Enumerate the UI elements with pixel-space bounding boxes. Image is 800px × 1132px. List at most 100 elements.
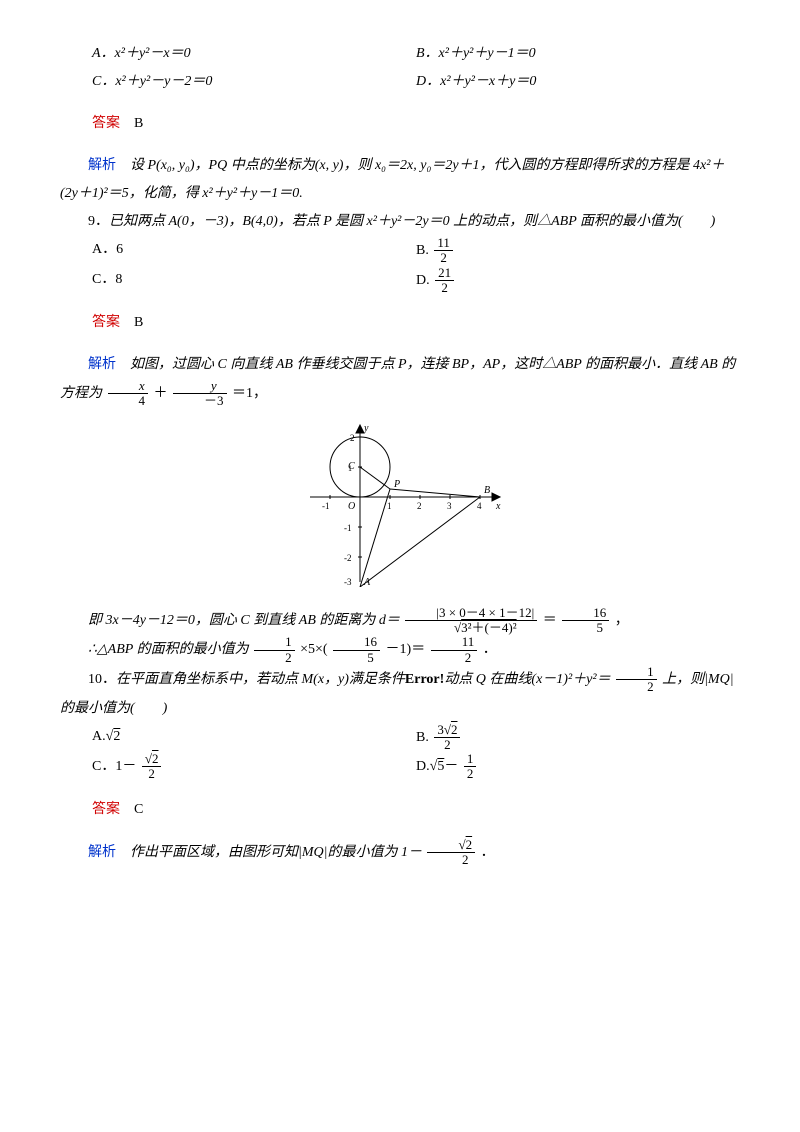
q9-opt-d: D. 212 xyxy=(416,266,740,296)
q10-answer-line: 答案 C xyxy=(92,796,740,824)
q9-opt-c: C．8 xyxy=(92,266,416,296)
q10-error-text: Error! xyxy=(405,672,444,687)
svg-text:3: 3 xyxy=(447,501,452,511)
q10-opt-d-prefix: D. xyxy=(416,759,430,774)
frac-num: 1 xyxy=(616,665,657,680)
analysis-label: 解析 xyxy=(88,357,116,372)
opt-b-text: B．x²＋y²＋y－1＝0 xyxy=(416,46,536,61)
eq-text: ＝1， xyxy=(232,386,267,401)
frac-16-5: 165 xyxy=(333,635,380,665)
frac-den: 2 xyxy=(616,680,657,694)
answer-label: 答案 xyxy=(92,802,120,817)
frac-den: 2 xyxy=(254,651,295,665)
svg-text:-3: -3 xyxy=(344,577,352,587)
q10-analysis-text: 作出平面区域，由图形可知|MQ|的最小值为 1－ xyxy=(130,845,422,860)
svg-text:y: y xyxy=(363,423,369,434)
sqrt-body: 3²＋(－4)² xyxy=(461,620,516,635)
frac-num: 16 xyxy=(562,606,609,621)
frac-y-3: y－3 xyxy=(173,379,227,409)
svg-text:1: 1 xyxy=(387,501,392,511)
answer-label: 答案 xyxy=(92,315,120,330)
frac-den: 5 xyxy=(333,651,380,665)
answer-label: 答案 xyxy=(92,116,120,131)
opt-c: C．x²＋y²－y－2＝0 xyxy=(92,68,416,96)
q10-stem-b: 动点 Q 在曲线(x－1)²＋y²＝ xyxy=(444,672,610,687)
prev-answer-line: 答案 B xyxy=(92,110,740,138)
opt-d: D．x²＋y²－x＋y＝0 xyxy=(416,68,740,96)
q9-opt-a: A．6 xyxy=(92,236,416,266)
q9-stem: 9．已知两点 A(0，－3)，B(4,0)，若点 P 是圆 x²＋y²－2y＝0… xyxy=(60,208,740,236)
frac-11-2: 112 xyxy=(431,635,478,665)
q9-p3-text: ∴△ABP 的面积的最小值为 xyxy=(88,642,249,657)
period: ． xyxy=(483,642,497,657)
q9-figure-svg: y x O C P B A 1 2 3 4 -1 1 2 -1 -2 -3 xyxy=(290,417,510,587)
q9-analysis-p3: ∴△ABP 的面积的最小值为 12 ×5×( 165 －1)＝ 112 ． xyxy=(60,635,740,665)
svg-text:-2: -2 xyxy=(344,553,352,563)
period: ． xyxy=(481,845,495,860)
q9-opt-a-text: A．6 xyxy=(92,242,123,257)
q10-opt-c-frac: √2 2 xyxy=(142,752,162,782)
q10-opt-b-frac: 3√2 2 xyxy=(434,723,460,753)
sqrt-body: 2 xyxy=(466,837,473,852)
q9-dist-frac: |3 × 0－4 × 1－12| √3²＋(－4)² xyxy=(405,606,537,636)
opt-a-text: A．x²＋y²－x＝0 xyxy=(92,46,191,61)
opt-d-text: D．x²＋y²－x＋y＝0 xyxy=(416,74,536,89)
frac-num: 11 xyxy=(434,236,453,251)
prev-analysis-line: 解析 设 P(x₀, y₀)，PQ 中点的坐标为(x, y)，则 x₀＝2x, … xyxy=(60,152,740,208)
frac-num: 16 xyxy=(333,635,380,650)
opt-b: B．x²＋y²＋y－1＝0 xyxy=(416,40,740,68)
q10-opt-b-prefix: B. xyxy=(416,730,429,745)
prev-answer: B xyxy=(134,116,143,131)
frac-den: 5 xyxy=(562,621,609,635)
times5-text: ×5×( xyxy=(300,642,327,657)
frac-den: 2 xyxy=(142,767,162,781)
q10-stem: 10．在平面直角坐标系中，若动点 M(x，y)满足条件Error!动点 Q 在曲… xyxy=(60,665,740,723)
svg-text:-1: -1 xyxy=(344,523,352,533)
q10-analysis: 解析 作出平面区域，由图形可知|MQ|的最小值为 1－ √2 2 ． xyxy=(60,838,740,868)
frac-den: 4 xyxy=(108,394,149,408)
minus: － xyxy=(444,759,458,774)
opt-c-text: C．x²＋y²－y－2＝0 xyxy=(92,74,212,89)
frac-den: 2 xyxy=(434,251,453,265)
q9-analysis-p2: 即 3x－4y－12＝0，圆心 C 到直线 AB 的距离为 d＝ |3 × 0－… xyxy=(60,606,740,636)
frac-den: √3²＋(－4)² xyxy=(405,621,537,635)
q10-opt-c: C．1－ √2 2 xyxy=(92,752,416,782)
sqrt-body: 2 xyxy=(152,751,159,766)
q9-opt-d-frac: 212 xyxy=(435,266,454,296)
frac-num: 21 xyxy=(435,266,454,281)
q9-figure: y x O C P B A 1 2 3 4 -1 1 2 -1 -2 -3 xyxy=(60,417,740,598)
svg-text:-1: -1 xyxy=(322,501,330,511)
q9-number: 9． xyxy=(88,214,109,229)
frac-num: y xyxy=(173,379,227,394)
q10-opt-c-prefix: C．1－ xyxy=(92,759,136,774)
prev-analysis-text: 设 P(x₀, y₀)，PQ 中点的坐标为(x, y)，则 x₀＝2x, y₀＝… xyxy=(60,158,724,201)
q9-opt-b: B. 112 xyxy=(416,236,740,266)
q10-stem-a: 在平面直角坐标系中，若动点 M(x，y)满足条件 xyxy=(116,672,405,687)
comma: ， xyxy=(615,613,629,628)
plus-sign: ＋ xyxy=(154,386,168,401)
frac-num: 11 xyxy=(431,635,478,650)
frac-num: x xyxy=(108,379,149,394)
analysis-label: 解析 xyxy=(88,845,116,860)
frac-num: √2 xyxy=(427,838,475,853)
frac-den: 2 xyxy=(427,853,475,867)
analysis-label: 解析 xyxy=(88,158,116,173)
svg-text:P: P xyxy=(393,479,400,490)
q10-number: 10． xyxy=(88,672,116,687)
q10-opt-a: A.√2 xyxy=(92,723,416,753)
frac-den: 2 xyxy=(435,281,454,295)
prev-options: A．x²＋y²－x＝0 B．x²＋y²＋y－1＝0 C．x²＋y²－y－2＝0 … xyxy=(92,40,740,96)
sqrt-body: 2 xyxy=(451,722,458,737)
coef: 3 xyxy=(437,722,444,737)
svg-text:O: O xyxy=(348,501,355,512)
eq-sign: ＝ xyxy=(543,613,557,628)
svg-text:A: A xyxy=(363,577,371,587)
q10-opt-b: B. 3√2 2 xyxy=(416,723,740,753)
q9-opt-b-frac: 112 xyxy=(434,236,453,266)
frac-half: 12 xyxy=(254,635,295,665)
svg-text:1: 1 xyxy=(348,464,352,473)
q10-opt-d-frac: 12 xyxy=(464,752,477,782)
sqrt-body: 2 xyxy=(113,729,120,744)
frac-den: 2 xyxy=(434,738,460,752)
svg-text:B: B xyxy=(484,485,490,496)
